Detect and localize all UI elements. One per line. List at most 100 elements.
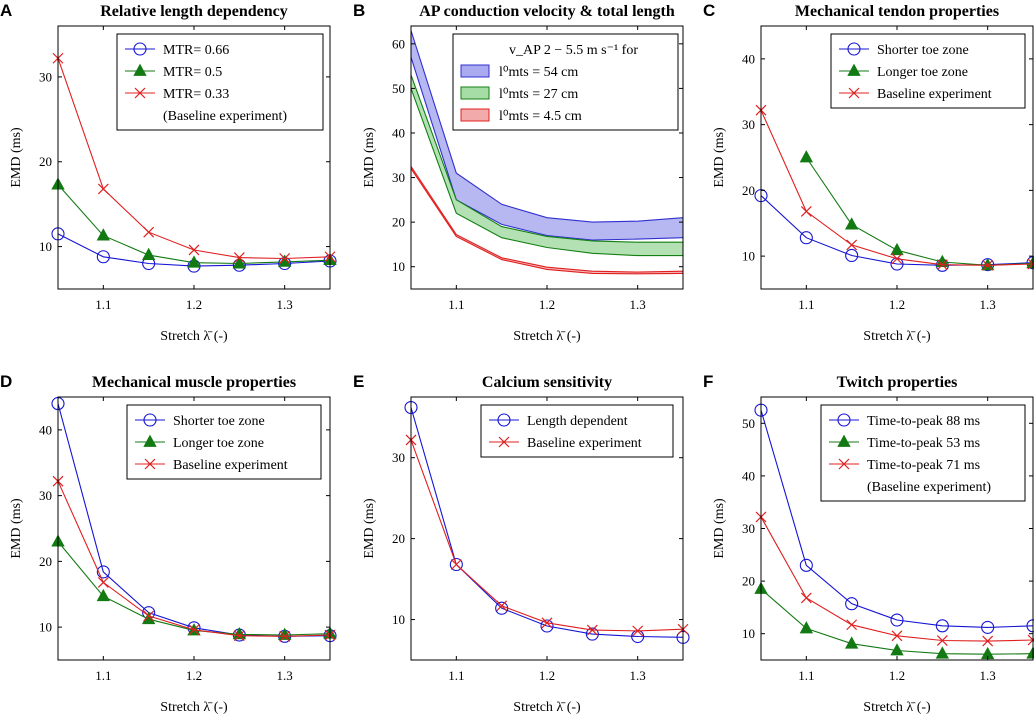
- legend-label: Shorter toe zone: [173, 414, 265, 429]
- data-point: [586, 624, 598, 636]
- data-point: [800, 205, 812, 217]
- data-point: [846, 239, 858, 251]
- legend-item: l⁰mts = 54 cm: [460, 64, 578, 80]
- band-lower-line: [410, 88, 683, 257]
- cross-stroke: [279, 253, 291, 264]
- legend-label: l⁰mts = 27 cm: [499, 87, 578, 102]
- data-point: [800, 592, 812, 604]
- legend-label: Longer toe zone: [173, 436, 264, 451]
- x-tick-label: 1.1: [798, 668, 814, 683]
- legend: Shorter toe zone Longer toe zone Baseline …: [126, 404, 322, 480]
- legend-item: MTR= 0.33: [125, 87, 229, 102]
- x-tick-label: 1.3: [630, 297, 646, 312]
- plot-area: [410, 30, 684, 275]
- data-point: [844, 636, 859, 649]
- series-line: [57, 184, 331, 265]
- band-lower-line: [410, 168, 684, 275]
- x-axis-label: Stretch λ̄ (-): [513, 329, 581, 344]
- y-tick-label: 40: [392, 125, 405, 140]
- cross-stroke: [279, 630, 291, 642]
- legend-item: l⁰mts = 4.5 cm: [460, 108, 582, 124]
- legend-swatch: [460, 64, 490, 78]
- x-tick-label: 1.3: [980, 668, 996, 683]
- data-point: [97, 183, 109, 195]
- data-point: [143, 226, 155, 238]
- data-point: [890, 613, 904, 627]
- panel-letter: F: [703, 372, 713, 391]
- legend-label: Longer toe zone: [877, 65, 968, 80]
- data-point: [799, 150, 814, 163]
- data-point: [188, 624, 200, 636]
- y-tick-label: 20: [742, 574, 755, 589]
- y-tick-label: 20: [39, 154, 52, 169]
- data-point: [233, 252, 245, 264]
- legend-marker: [497, 413, 511, 427]
- legend-marker: [133, 42, 147, 56]
- cross-stroke: [982, 635, 994, 647]
- cross-stroke: [188, 624, 200, 636]
- legend-marker: [133, 63, 147, 76]
- data-point: [891, 630, 903, 642]
- legend-box: [116, 33, 324, 131]
- legend-label: MTR= 0.33: [163, 87, 229, 102]
- band-2: [410, 74, 683, 257]
- legend-label: Length dependent: [527, 414, 628, 429]
- cross-stroke: [97, 183, 109, 195]
- x-tick-label: 1.2: [539, 668, 555, 683]
- legend: MTR= 0.66 MTR= 0.5 MTR= 0.33 (Baseline expe…: [116, 33, 324, 131]
- legend-box: [480, 404, 674, 458]
- panel-letter: E: [353, 372, 364, 391]
- cross-stroke: [891, 630, 903, 642]
- series-1: [754, 189, 1034, 272]
- legend-item: Shorter toe zone: [839, 42, 969, 58]
- cross-stroke: [134, 87, 146, 99]
- y-tick-label: 10: [742, 626, 755, 641]
- chart-title: Relative length dependency: [100, 3, 288, 20]
- y-tick-label: 30: [39, 488, 52, 503]
- legend-item: Time-to-peak 53 ms: [829, 434, 980, 451]
- x-axis-label: Stretch λ̄ (-): [863, 329, 931, 344]
- legend-item: Time-to-peak 71 ms: [829, 458, 980, 473]
- cross-stroke: [233, 630, 245, 642]
- y-tick-label: 10: [39, 239, 52, 254]
- data-point: [188, 244, 200, 256]
- x-tick-label: 1.2: [186, 297, 202, 312]
- series-line: [760, 409, 1034, 628]
- y-axis-label: EMD (ms): [9, 498, 24, 559]
- legend-label: MTR= 0.5: [163, 65, 222, 80]
- y-tick-label: 40: [742, 51, 755, 66]
- series-2: [754, 581, 1034, 660]
- legend-marker: [848, 87, 860, 99]
- cross-stroke: [800, 592, 812, 604]
- x-tick-label: 1.1: [95, 297, 111, 312]
- y-tick-label: 20: [742, 183, 755, 198]
- series-2: [51, 534, 337, 640]
- legend-marker: [837, 413, 851, 427]
- x-tick-label: 1.1: [448, 297, 464, 312]
- cross-stroke: [800, 205, 812, 217]
- legend-label: l⁰mts = 54 cm: [499, 65, 578, 80]
- series-3: [755, 104, 1034, 271]
- legend-label: Time-to-peak 88 ms: [867, 414, 980, 429]
- y-tick-label: 40: [39, 422, 52, 437]
- panel-letter: B: [353, 1, 365, 20]
- y-axis-label: EMD (ms): [712, 127, 727, 188]
- cross-stroke: [632, 625, 644, 637]
- legend-label: Time-to-peak 53 ms: [867, 436, 980, 451]
- cross-stroke: [586, 624, 598, 636]
- cross-stroke: [498, 436, 510, 448]
- legend-item: Baseline experiment: [839, 87, 992, 102]
- data-point: [277, 254, 292, 267]
- legend-marker: [847, 63, 861, 76]
- band-upper-line: [410, 74, 683, 243]
- y-tick-label: 10: [392, 259, 405, 274]
- data-point: [496, 600, 508, 612]
- data-point: [935, 619, 949, 633]
- legend-label-line2: (Baseline experiment): [163, 109, 287, 124]
- legend-label-line2: (Baseline experiment): [867, 480, 991, 495]
- data-point: [936, 259, 948, 271]
- x-axis-label: Stretch λ̄ (-): [160, 329, 228, 344]
- data-point: [277, 627, 292, 640]
- y-tick-label: 10: [392, 612, 405, 627]
